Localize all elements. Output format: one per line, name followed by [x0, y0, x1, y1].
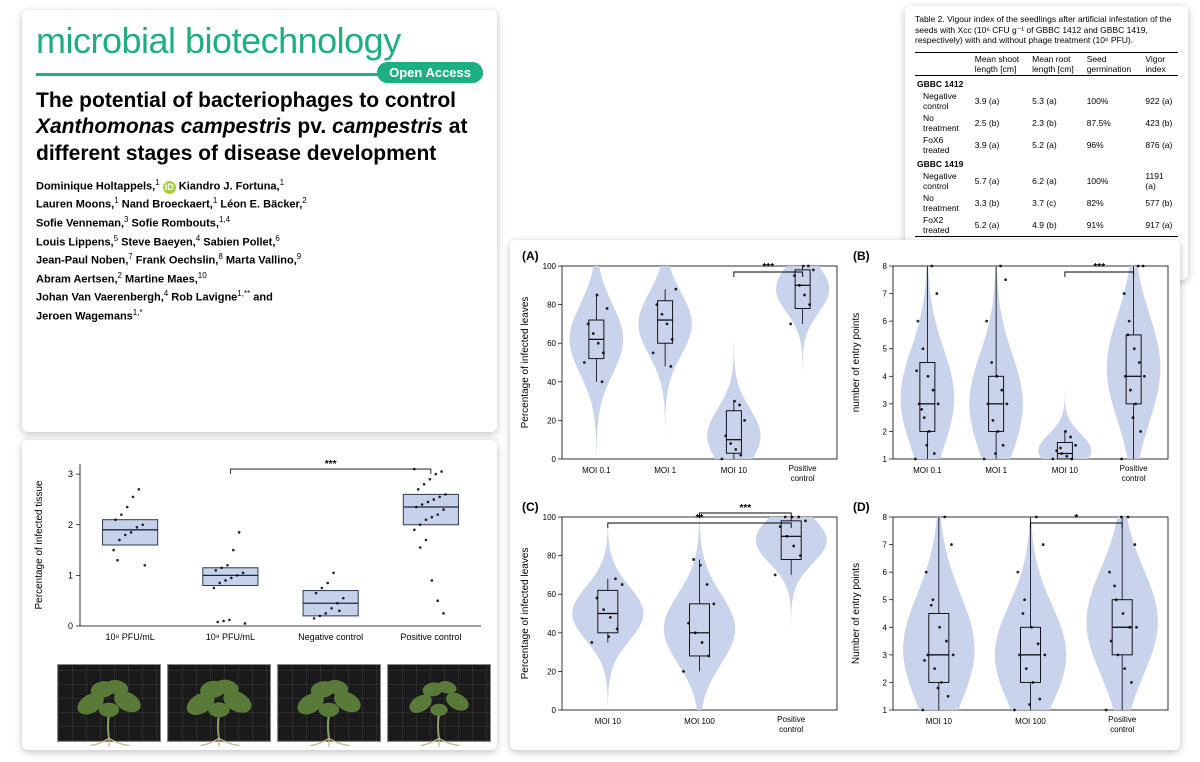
- svg-text:Positive: Positive: [777, 715, 806, 724]
- svg-text:0: 0: [68, 621, 73, 631]
- table2: Mean shoot length [cm]Mean root length […: [915, 52, 1178, 237]
- infected-tissue-chart-panel: 0 1 2 3 Percentage of infected tissue 10⁸ PFU…: [22, 440, 497, 750]
- svg-text:100: 100: [543, 262, 557, 271]
- svg-text:*: *: [1074, 513, 1078, 524]
- svg-text:6: 6: [883, 568, 888, 577]
- infected-tissue-boxplot: 0 1 2 3 Percentage of infected tissue 10⁸ PFU…: [28, 446, 491, 654]
- journal-name: microbial biotechnology: [36, 20, 483, 62]
- svg-text:MOI 10: MOI 10: [721, 466, 748, 475]
- plant-thumb: [167, 664, 271, 742]
- svg-text:Positive: Positive: [1120, 464, 1149, 473]
- svg-text:MOI 10: MOI 10: [1052, 466, 1079, 475]
- svg-text:1: 1: [883, 706, 888, 715]
- svg-text:2: 2: [68, 520, 73, 530]
- svg-text:MOI 1: MOI 1: [654, 466, 676, 475]
- svg-text:Positive: Positive: [789, 464, 818, 473]
- svg-text:3: 3: [883, 651, 888, 660]
- svg-text:Positive: Positive: [1108, 715, 1137, 724]
- svg-text:40: 40: [547, 629, 556, 638]
- svg-text:7: 7: [883, 290, 888, 299]
- svg-text:3: 3: [68, 469, 73, 479]
- svg-text:8: 8: [883, 513, 888, 522]
- svg-text:Number of entry points: Number of entry points: [851, 563, 862, 664]
- header-rule: Open Access: [36, 68, 483, 80]
- svg-text:60: 60: [547, 339, 556, 348]
- moi-violin-grid: (A)020406080100Percentage of infected le…: [514, 244, 1176, 746]
- svg-text:4: 4: [883, 623, 888, 632]
- svg-text:0: 0: [552, 455, 557, 464]
- svg-text:20: 20: [547, 667, 556, 676]
- svg-text:Positive control: Positive control: [400, 632, 461, 642]
- plant-thumbnails: [57, 664, 491, 742]
- svg-text:MOI 100: MOI 100: [684, 717, 715, 726]
- plant-thumb: [277, 664, 381, 742]
- svg-text:40: 40: [547, 378, 556, 387]
- svg-text:MOI 0.1: MOI 0.1: [582, 466, 611, 475]
- table2-caption: Table 2. Vigour index of the seedlings a…: [915, 14, 1178, 46]
- svg-text:Negative control: Negative control: [298, 632, 363, 642]
- svg-text:5: 5: [883, 345, 888, 354]
- svg-text:3: 3: [883, 400, 888, 409]
- svg-text:(B): (B): [853, 249, 870, 263]
- svg-text:MOI 100: MOI 100: [1015, 717, 1046, 726]
- svg-text:MOI 1: MOI 1: [985, 466, 1007, 475]
- article-title: The potential of bacteriophages to contr…: [36, 88, 483, 167]
- svg-text:number of entry points: number of entry points: [851, 313, 862, 413]
- svg-text:10⁸ PFU/mL: 10⁸ PFU/mL: [105, 632, 154, 642]
- plant-thumb: [387, 664, 491, 742]
- svg-text:4: 4: [883, 372, 888, 381]
- svg-text:80: 80: [547, 552, 556, 561]
- svg-text:1: 1: [883, 455, 888, 464]
- svg-text:control: control: [1122, 474, 1146, 483]
- svg-text:Percentage of infected leaves: Percentage of infected leaves: [520, 297, 531, 429]
- svg-text:10⁹ PFU/mL: 10⁹ PFU/mL: [206, 632, 255, 642]
- svg-text:***: ***: [762, 262, 774, 273]
- svg-text:***: ***: [739, 503, 751, 514]
- svg-text:(C): (C): [522, 500, 539, 514]
- svg-text:2: 2: [883, 427, 888, 436]
- svg-text:7: 7: [883, 541, 888, 550]
- svg-text:MOI 10: MOI 10: [595, 717, 622, 726]
- svg-text:control: control: [779, 725, 803, 734]
- svg-text:5: 5: [883, 596, 888, 605]
- svg-text:(A): (A): [522, 249, 539, 263]
- svg-text:Percentage of infected tissue: Percentage of infected tissue: [34, 480, 45, 609]
- svg-text:6: 6: [883, 317, 888, 326]
- svg-text:***: ***: [325, 459, 337, 470]
- article-header-panel: microbial biotechnology Open Access The …: [22, 10, 497, 432]
- svg-text:20: 20: [547, 416, 556, 425]
- svg-text:60: 60: [547, 590, 556, 599]
- svg-text:***: ***: [1093, 262, 1105, 273]
- svg-text:control: control: [791, 474, 815, 483]
- open-access-badge: Open Access: [377, 62, 483, 83]
- svg-text:control: control: [1110, 725, 1134, 734]
- svg-text:80: 80: [547, 301, 556, 310]
- svg-text:(D): (D): [853, 500, 870, 514]
- svg-text:2: 2: [883, 678, 888, 687]
- author-list: Dominique Holtappels,1 iD Kiandro J. For…: [36, 177, 483, 326]
- svg-text:8: 8: [883, 262, 888, 271]
- svg-text:MOI 10: MOI 10: [926, 717, 953, 726]
- svg-text:100: 100: [543, 513, 557, 522]
- plant-thumb: [57, 664, 161, 742]
- svg-text:0: 0: [552, 706, 557, 715]
- moi-grid-panel: (A)020406080100Percentage of infected le…: [510, 240, 1180, 750]
- svg-text:MOI 0.1: MOI 0.1: [913, 466, 942, 475]
- svg-text:Percentage of infected leaves: Percentage of infected leaves: [520, 548, 531, 680]
- svg-text:1: 1: [68, 570, 73, 580]
